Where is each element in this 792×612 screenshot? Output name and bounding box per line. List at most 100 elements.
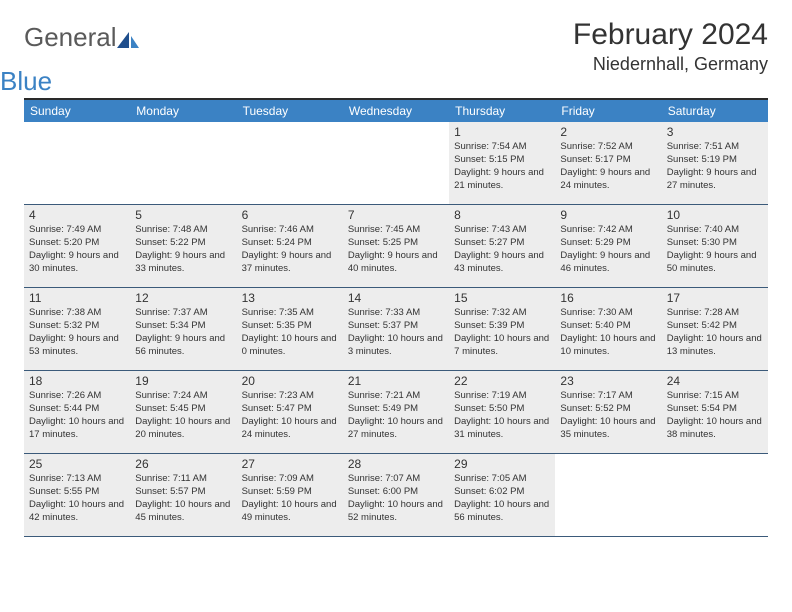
- day-number: 4: [29, 208, 125, 222]
- week-row: 18 Sunrise: 7:26 AMSunset: 5:44 PMDayligh…: [24, 371, 768, 454]
- day-cell: 15 Sunrise: 7:32 AMSunset: 5:39 PMDayligh…: [449, 288, 555, 370]
- day-detail: Sunrise: 7:26 AMSunset: 5:44 PMDaylight:…: [29, 390, 125, 441]
- day-number: 13: [242, 291, 338, 305]
- day-headers-row: SundayMondayTuesdayWednesdayThursdayFrid…: [24, 100, 768, 122]
- day-cell: 27Sunrise: 7:09 AMSunset: 5:59 PMDayligh…: [237, 454, 343, 536]
- day-cell: 11 Sunrise: 7:38 AMSunset: 5:32 PMDayligh…: [24, 288, 130, 370]
- day-header: Monday: [130, 100, 236, 122]
- day-number: 3: [667, 125, 763, 139]
- day-detail: Sunrise: 7:35 AMSunset: 5:35 PMDaylight:…: [242, 307, 338, 358]
- day-header: Saturday: [662, 100, 768, 122]
- day-header: Tuesday: [237, 100, 343, 122]
- day-cell: 21 Sunrise: 7:21 AMSunset: 5:49 PMDayligh…: [343, 371, 449, 453]
- day-header: Thursday: [449, 100, 555, 122]
- day-cell: 10Sunrise: 7:40 AMSunset: 5:30 PMDayligh…: [662, 205, 768, 287]
- day-cell: 5 Sunrise: 7:48 AMSunset: 5:22 PMDaylight…: [130, 205, 236, 287]
- day-cell: 3 Sunrise: 7:51 AMSunset: 5:19 PMDaylight…: [662, 122, 768, 204]
- day-detail: Sunrise: 7:52 AMSunset: 5:17 PMDaylight:…: [560, 141, 656, 192]
- day-detail: Sunrise: 7:42 AMSunset: 5:29 PMDaylight:…: [560, 224, 656, 275]
- day-number: 11: [29, 291, 125, 305]
- day-number: 16: [560, 291, 656, 305]
- day-detail: Sunrise: 7:23 AMSunset: 5:47 PMDaylight:…: [242, 390, 338, 441]
- day-cell: 2 Sunrise: 7:52 AMSunset: 5:17 PMDaylight…: [555, 122, 661, 204]
- empty-cell: [555, 454, 661, 536]
- day-number: 22: [454, 374, 550, 388]
- day-detail: Sunrise: 7:43 AMSunset: 5:27 PMDaylight:…: [454, 224, 550, 275]
- day-cell: 19Sunrise: 7:24 AMSunset: 5:45 PMDayligh…: [130, 371, 236, 453]
- day-cell: 13 Sunrise: 7:35 AMSunset: 5:35 PMDayligh…: [237, 288, 343, 370]
- day-number: 19: [135, 374, 231, 388]
- day-number: 2: [560, 125, 656, 139]
- empty-cell: [130, 122, 236, 204]
- day-detail: Sunrise: 7:13 AMSunset: 5:55 PMDaylight:…: [29, 473, 125, 524]
- day-number: 21: [348, 374, 444, 388]
- day-detail: Sunrise: 7:38 AMSunset: 5:32 PMDaylight:…: [29, 307, 125, 358]
- day-number: 26: [135, 457, 231, 471]
- day-cell: 16 Sunrise: 7:30 AMSunset: 5:40 PMDayligh…: [555, 288, 661, 370]
- day-cell: 24 Sunrise: 7:15 AMSunset: 5:54 PMDayligh…: [662, 371, 768, 453]
- day-detail: Sunrise: 7:28 AMSunset: 5:42 PMDaylight:…: [667, 307, 763, 358]
- day-cell: 12 Sunrise: 7:37 AMSunset: 5:34 PMDayligh…: [130, 288, 236, 370]
- day-cell: 29 Sunrise: 7:05 AMSunset: 6:02 PMDayligh…: [449, 454, 555, 536]
- day-detail: Sunrise: 7:45 AMSunset: 5:25 PMDaylight:…: [348, 224, 444, 275]
- day-detail: Sunrise: 7:48 AMSunset: 5:22 PMDaylight:…: [135, 224, 231, 275]
- day-detail: Sunrise: 7:32 AMSunset: 5:39 PMDaylight:…: [454, 307, 550, 358]
- day-cell: 14 Sunrise: 7:33 AMSunset: 5:37 PMDayligh…: [343, 288, 449, 370]
- calendar-page: General Blue February 2024 Niedernhall, …: [0, 0, 792, 537]
- empty-cell: [343, 122, 449, 204]
- week-row: 4 Sunrise: 7:49 AMSunset: 5:20 PMDaylight…: [24, 205, 768, 288]
- logo-sail-icon: [115, 30, 141, 50]
- day-number: 24: [667, 374, 763, 388]
- calendar-grid: SundayMondayTuesdayWednesdayThursdayFrid…: [24, 98, 768, 537]
- day-cell: 6 Sunrise: 7:46 AMSunset: 5:24 PMDaylight…: [237, 205, 343, 287]
- logo-text-general: General: [24, 26, 117, 48]
- day-number: 23: [560, 374, 656, 388]
- day-cell: 1Sunrise: 7:54 AMSunset: 5:15 PMDaylight…: [449, 122, 555, 204]
- day-number: 29: [454, 457, 550, 471]
- day-header: Sunday: [24, 100, 130, 122]
- day-cell: 28Sunrise: 7:07 AMSunset: 6:00 PMDayligh…: [343, 454, 449, 536]
- day-cell: 20 Sunrise: 7:23 AMSunset: 5:47 PMDayligh…: [237, 371, 343, 453]
- day-detail: Sunrise: 7:30 AMSunset: 5:40 PMDaylight:…: [560, 307, 656, 358]
- week-row: 25 Sunrise: 7:13 AMSunset: 5:55 PMDayligh…: [24, 454, 768, 537]
- day-cell: 23 Sunrise: 7:17 AMSunset: 5:52 PMDayligh…: [555, 371, 661, 453]
- day-detail: Sunrise: 7:19 AMSunset: 5:50 PMDaylight:…: [454, 390, 550, 441]
- day-number: 28: [348, 457, 444, 471]
- day-number: 6: [242, 208, 338, 222]
- empty-cell: [24, 122, 130, 204]
- day-detail: Sunrise: 7:49 AMSunset: 5:20 PMDaylight:…: [29, 224, 125, 275]
- week-row: 11 Sunrise: 7:38 AMSunset: 5:32 PMDayligh…: [24, 288, 768, 371]
- day-detail: Sunrise: 7:17 AMSunset: 5:52 PMDaylight:…: [560, 390, 656, 441]
- day-number: 17: [667, 291, 763, 305]
- day-number: 9: [560, 208, 656, 222]
- day-number: 20: [242, 374, 338, 388]
- day-detail: Sunrise: 7:54 AMSunset: 5:15 PMDaylight:…: [454, 141, 550, 192]
- logo-text-blue: Blue: [0, 70, 141, 92]
- title-block: February 2024 Niedernhall, Germany: [573, 18, 768, 75]
- day-detail: Sunrise: 7:21 AMSunset: 5:49 PMDaylight:…: [348, 390, 444, 441]
- day-number: 12: [135, 291, 231, 305]
- day-cell: 22 Sunrise: 7:19 AMSunset: 5:50 PMDayligh…: [449, 371, 555, 453]
- logo: General Blue: [24, 26, 141, 92]
- day-number: 14: [348, 291, 444, 305]
- day-detail: Sunrise: 7:46 AMSunset: 5:24 PMDaylight:…: [242, 224, 338, 275]
- day-number: 8: [454, 208, 550, 222]
- day-number: 18: [29, 374, 125, 388]
- day-detail: Sunrise: 7:11 AMSunset: 5:57 PMDaylight:…: [135, 473, 231, 524]
- day-detail: Sunrise: 7:15 AMSunset: 5:54 PMDaylight:…: [667, 390, 763, 441]
- day-detail: Sunrise: 7:37 AMSunset: 5:34 PMDaylight:…: [135, 307, 231, 358]
- day-number: 15: [454, 291, 550, 305]
- day-cell: 7Sunrise: 7:45 AMSunset: 5:25 PMDaylight…: [343, 205, 449, 287]
- day-cell: 17 Sunrise: 7:28 AMSunset: 5:42 PMDayligh…: [662, 288, 768, 370]
- day-cell: 8 Sunrise: 7:43 AMSunset: 5:27 PMDaylight…: [449, 205, 555, 287]
- day-cell: 18 Sunrise: 7:26 AMSunset: 5:44 PMDayligh…: [24, 371, 130, 453]
- day-number: 10: [667, 208, 763, 222]
- day-number: 5: [135, 208, 231, 222]
- day-detail: Sunrise: 7:33 AMSunset: 5:37 PMDaylight:…: [348, 307, 444, 358]
- day-detail: Sunrise: 7:05 AMSunset: 6:02 PMDaylight:…: [454, 473, 550, 524]
- day-number: 25: [29, 457, 125, 471]
- day-cell: 9 Sunrise: 7:42 AMSunset: 5:29 PMDaylight…: [555, 205, 661, 287]
- day-detail: Sunrise: 7:51 AMSunset: 5:19 PMDaylight:…: [667, 141, 763, 192]
- day-header: Friday: [555, 100, 661, 122]
- header: General Blue February 2024 Niedernhall, …: [24, 18, 768, 92]
